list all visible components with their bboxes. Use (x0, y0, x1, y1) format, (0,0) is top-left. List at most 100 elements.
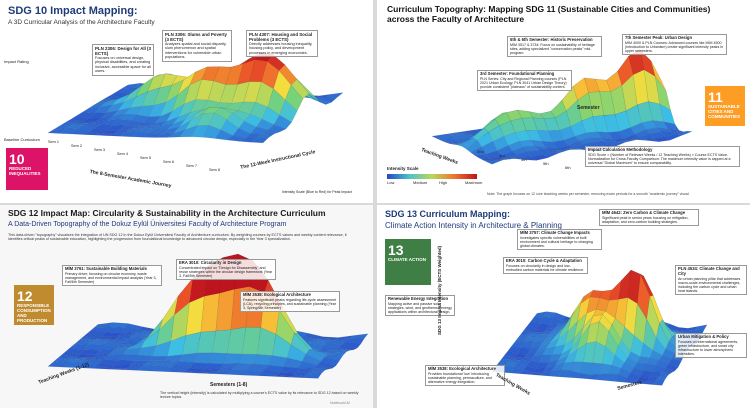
tick-label: Sem 2 (71, 144, 82, 148)
surface-cell (302, 373, 322, 379)
annotation-text: Significant peak in senior years focusin… (602, 215, 689, 224)
surface-cell (250, 137, 270, 144)
annotation-text: Concentrated impact on "Design for Disas… (179, 265, 273, 279)
annotation-text: PLN Series: City and Regional Planning c… (480, 76, 567, 90)
badge-label: SUSTAINABLE CITIES AND COMMUNITIES (708, 104, 740, 119)
tick-label: 3rd (499, 153, 505, 158)
title: SDG 13 Curriculum Mapping: (385, 209, 511, 219)
annotation-text: Focuses on universal design, physical di… (95, 56, 151, 74)
subtitle: A 3D Curricular Analysis of the Architec… (8, 19, 155, 26)
surface-cell (652, 378, 666, 386)
legend-label: Maximum (465, 180, 483, 185)
annotation: MİM 3538: Ecological Architecture Provide… (425, 365, 505, 387)
annotation: 5th & 6th Semester: Historic Preservatio… (507, 36, 602, 58)
annotation-text: MİM 3517 & 3734: Focus on sustainability… (510, 42, 595, 56)
annotation-text: MİM 4000 & PLN Courses: Advanced courses… (625, 40, 724, 54)
tick-label: 6th (565, 165, 571, 170)
panel: Curriculum Topography: Mapping SDG 11 (S… (377, 0, 750, 203)
surface-plot (47, 52, 344, 144)
annotation: ERA 3010: Circularity in Design Concentra… (176, 259, 276, 281)
annotation: MİM 3538: Ecological Architecture Feature… (240, 291, 340, 313)
surface-cell (668, 358, 682, 368)
tick-label: Sem 1 (48, 140, 59, 144)
badge-label: RESPONSIBLE CONSUMPTION AND PRODUCTION (17, 303, 51, 323)
annotation: MİM 3757: Climate Change Impacts Investig… (517, 229, 602, 251)
annotation-title: MİM 3757: Climate Change Impacts (520, 230, 590, 235)
axis-label: SDG 13 Impact Intensity (ECTS Weighted) (437, 245, 442, 335)
annotation: Urban Mitigation & Policy Focuses on inte… (675, 333, 747, 359)
panel: SDG 12 Impact Map: Circularity & Sustain… (0, 205, 373, 408)
surface-cell (498, 157, 515, 161)
annotation-title: 7th Semester Peak: Urban Design (625, 35, 693, 40)
surface-cell (331, 350, 351, 353)
axis-label: Baseline Curriculum (4, 137, 40, 142)
annotation-title: MİM 4642: Zero Carbon & Climate Change (602, 210, 686, 215)
annotation-text: An urban planning pillar that addresses … (678, 276, 741, 294)
title: Curriculum Topography: Mapping SDG 11 (S… (387, 4, 711, 24)
legend-title: Intensity Scale (387, 166, 419, 171)
surface-cell (334, 347, 354, 351)
annotation-title: ERA 3010: Circularity in Design (179, 260, 242, 265)
annotation-text: Investigates specific vulnerabilities of… (520, 235, 593, 249)
surface-cell (324, 354, 344, 361)
annotation: PLN 3306: Slums and Poverty (3 ECTS) Anal… (162, 30, 232, 62)
surface-cell (565, 148, 581, 150)
axis-label: Intensity Scale (Blue to Red) for Peak I… (282, 190, 352, 194)
axis-label: Semesters (1-8) (210, 382, 248, 388)
sdg-badge: 13 CLIMATE ACTION (385, 239, 431, 285)
annotation: MİM 4642: Zero Carbon & Climate Change Si… (599, 209, 699, 227)
annotation-text: Focuses on circularity in design and low… (506, 263, 585, 272)
title: SDG 10 Impact Mapping: (8, 5, 138, 17)
subtitle: Climate Action Intensity in Architecture… (385, 221, 562, 230)
annotation: 7th Semester Peak: Urban Design MİM 4000 … (622, 34, 727, 56)
surface-cell (327, 351, 347, 356)
badge-label: CLIMATE ACTION (388, 257, 426, 262)
surface-cell (553, 149, 570, 154)
surface-cell (308, 93, 326, 105)
legend-bar (387, 174, 477, 179)
surface-cell (531, 154, 548, 161)
annotation-title: 3rd Semester: Foundational Planning (480, 71, 555, 76)
legend-label: Medium (413, 180, 428, 185)
annotation-title: Urban Mitigation & Policy (678, 334, 729, 339)
annotation-title: PLN 3306: Slums and Poverty (3 ECTS) (165, 32, 227, 43)
annotation-text: SDG Score = (Number of Relevant Weeks / … (588, 152, 731, 166)
annotation-title: MİM 3538: Ecological Architecture (243, 292, 311, 297)
surface-cell (256, 133, 275, 139)
annotation: Renewable Energy Integration Mapping acti… (385, 295, 455, 317)
note: Note: The graph focuses on 12 core teach… (487, 192, 690, 196)
badge-number: 11 (708, 89, 723, 105)
annotation-text: Analyzes spatial and social disparity, s… (165, 42, 227, 60)
surface-cell (643, 138, 660, 142)
surface-cell (338, 344, 358, 350)
title: SDG 12 Impact Map: Circularity & Sustain… (8, 208, 326, 218)
surface-plot (431, 49, 693, 165)
surface-plot (491, 269, 708, 386)
badge-number: 13 (388, 242, 404, 258)
surface-cell (487, 159, 504, 165)
legend-label: High (439, 180, 448, 185)
annotation-title: PLN 4534: Climate Change and City (678, 266, 740, 276)
badge-number: 12 (17, 288, 33, 304)
axis-label: Semester (577, 105, 600, 111)
annotation: 3rd Semester: Foundational Planning PLN S… (477, 70, 572, 92)
annotation-title: Impact Calculation Methodology (588, 147, 653, 152)
annotation-title: MİM 3538: Ecological Architecture (428, 366, 496, 371)
annotation-title: PLN 4307: Housing and Social Problems (3… (249, 32, 313, 43)
tick-label: Sem 8 (209, 168, 220, 172)
annotation: ERA 3010: Carbon Cycle & Adaptation Focus… (503, 257, 588, 275)
watermark: NotebookLM (330, 401, 350, 405)
legend-label: Low (387, 180, 395, 185)
annotation-title: PLN 2306: Design for All (3 ECTS) (95, 46, 151, 57)
surface-cell (325, 92, 344, 98)
annotation: PLN 4307: Housing and Social Problems (3… (246, 30, 318, 58)
annotation: PLN 2306: Design for All (3 ECTS) Focuses… (92, 44, 154, 76)
surface-cell (296, 79, 315, 97)
tick-label: 2nd (477, 149, 484, 154)
annotation: MİM 3761: Sustainable Building Materials… (62, 265, 162, 287)
tick-label: Sem 7 (186, 164, 197, 168)
surface-cell (349, 333, 369, 339)
tick-label: Sem 3 (94, 148, 105, 152)
annotation-text: Focuses on international agreements, gre… (678, 339, 739, 357)
